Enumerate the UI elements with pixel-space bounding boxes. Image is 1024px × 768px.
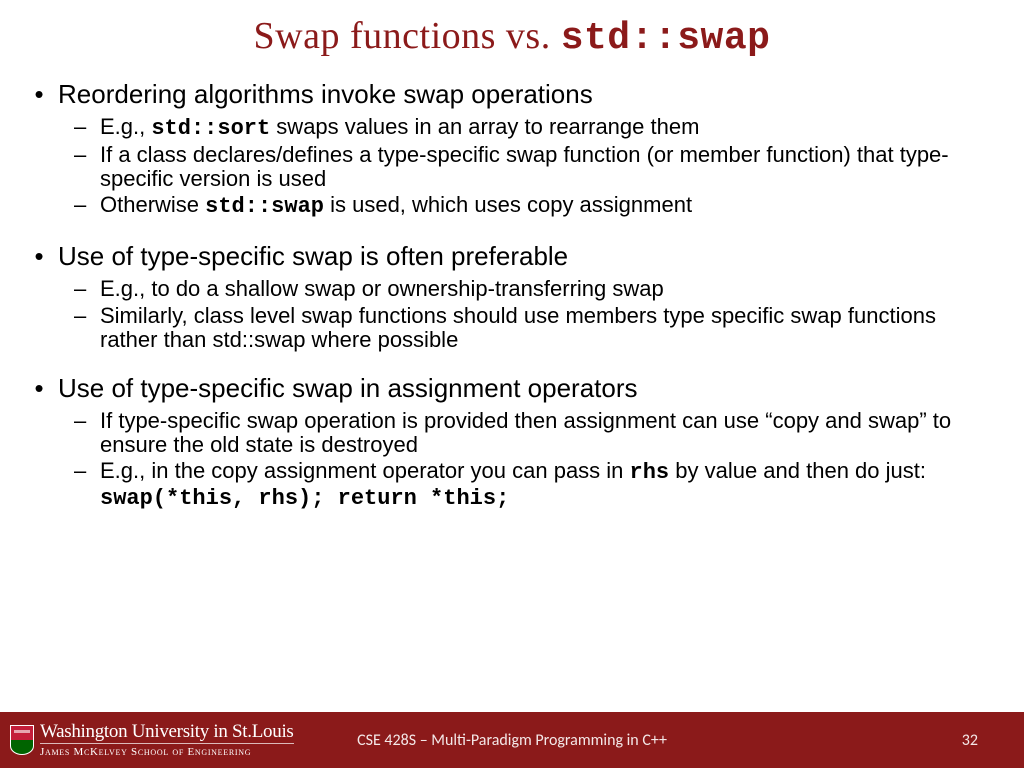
code-span: std::swap — [205, 194, 324, 219]
sub-item: –If a class declares/defines a type-spec… — [74, 142, 994, 191]
sub-list: –If type-specific swap operation is prov… — [74, 408, 994, 512]
dash-marker: – — [74, 276, 90, 302]
dash-marker: – — [74, 303, 90, 329]
sub-item: –If type-specific swap operation is prov… — [74, 408, 994, 457]
dash-marker: – — [74, 142, 90, 168]
page-number: 32 — [962, 731, 978, 750]
text-span: Similarly, class level swap functions sh… — [100, 303, 936, 352]
dash-marker: – — [74, 458, 90, 484]
title-code: std::swap — [561, 17, 771, 60]
bullet-item: • Use of type-specific swap is often pref… — [30, 242, 994, 352]
text-span: by value and then do just: — [669, 458, 926, 483]
sub-item: –E.g., to do a shallow swap or ownership… — [74, 276, 994, 302]
bullet-item: • Use of type-specific swap in assignment… — [30, 374, 994, 512]
text-span: If type-specific swap operation is provi… — [100, 408, 951, 457]
dash-marker: – — [74, 114, 90, 140]
divider — [40, 743, 294, 744]
bullet-item: • Reordering algorithms invoke swap opera… — [30, 80, 994, 220]
bullet-marker: • — [30, 81, 48, 107]
text-span: E.g., — [100, 114, 151, 139]
university-logo: Washington University in St.Louis James … — [0, 722, 294, 758]
text-span: swaps values in an array to rearrange th… — [270, 114, 699, 139]
sub-text: If type-specific swap operation is provi… — [100, 409, 994, 457]
school-name: James McKelvey School of Engineering — [40, 747, 294, 758]
sub-list: –E.g., to do a shallow swap or ownership… — [74, 276, 994, 352]
title-prefix: Swap functions vs. — [254, 15, 561, 57]
sub-text: Otherwise std::swap is used, which uses … — [100, 193, 692, 219]
bullet-text: Use of type-specific swap is often prefe… — [58, 242, 568, 272]
bullet-text: Reordering algorithms invoke swap operat… — [58, 80, 593, 110]
slide-content: • Reordering algorithms invoke swap opera… — [0, 80, 1024, 712]
shield-icon — [10, 725, 34, 755]
dash-marker: – — [74, 192, 90, 218]
bullet-list: • Reordering algorithms invoke swap opera… — [30, 80, 994, 512]
text-span: Otherwise — [100, 192, 205, 217]
slide-title: Swap functions vs. std::swap — [0, 0, 1024, 80]
course-label: CSE 428S – Multi-Paradigm Programming in… — [357, 731, 667, 750]
dash-marker: – — [74, 408, 90, 434]
sub-item: –E.g., in the copy assignment operator y… — [74, 458, 994, 511]
slide: Swap functions vs. std::swap • Reordering… — [0, 0, 1024, 768]
sub-item: –Otherwise std::swap is used, which uses… — [74, 192, 994, 219]
text-span: E.g., in the copy assignment operator yo… — [100, 458, 630, 483]
code-span: swap(*this, rhs); return *this; — [100, 486, 509, 511]
bullet-text: Use of type-specific swap in assignment … — [58, 374, 638, 404]
footer-bar: Washington University in St.Louis James … — [0, 712, 1024, 768]
code-span: std::sort — [151, 116, 270, 141]
sub-item: –Similarly, class level swap functions s… — [74, 303, 994, 352]
bullet-marker: • — [30, 243, 48, 269]
text-span: E.g., to do a shallow swap or ownership-… — [100, 276, 664, 301]
sub-text: If a class declares/defines a type-speci… — [100, 143, 994, 191]
sub-text: E.g., std::sort swaps values in an array… — [100, 115, 699, 141]
university-name: Washington University in St.Louis — [40, 722, 294, 741]
university-text: Washington University in St.Louis James … — [40, 722, 294, 758]
sub-text: E.g., in the copy assignment operator yo… — [100, 459, 994, 511]
code-span: rhs — [630, 460, 670, 485]
text-span: If a class declares/defines a type-speci… — [100, 142, 949, 191]
sub-item: –E.g., std::sort swaps values in an arra… — [74, 114, 994, 141]
sub-list: –E.g., std::sort swaps values in an arra… — [74, 114, 994, 220]
sub-text: Similarly, class level swap functions sh… — [100, 304, 994, 352]
bullet-marker: • — [30, 375, 48, 401]
text-span: is used, which uses copy assignment — [324, 192, 692, 217]
sub-text: E.g., to do a shallow swap or ownership-… — [100, 277, 664, 301]
